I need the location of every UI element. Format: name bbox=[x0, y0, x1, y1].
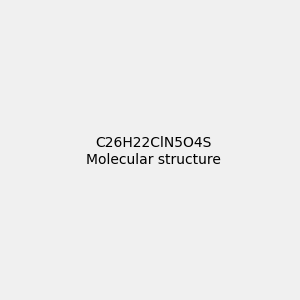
Text: C26H22ClN5O4S
Molecular structure: C26H22ClN5O4S Molecular structure bbox=[86, 136, 221, 166]
